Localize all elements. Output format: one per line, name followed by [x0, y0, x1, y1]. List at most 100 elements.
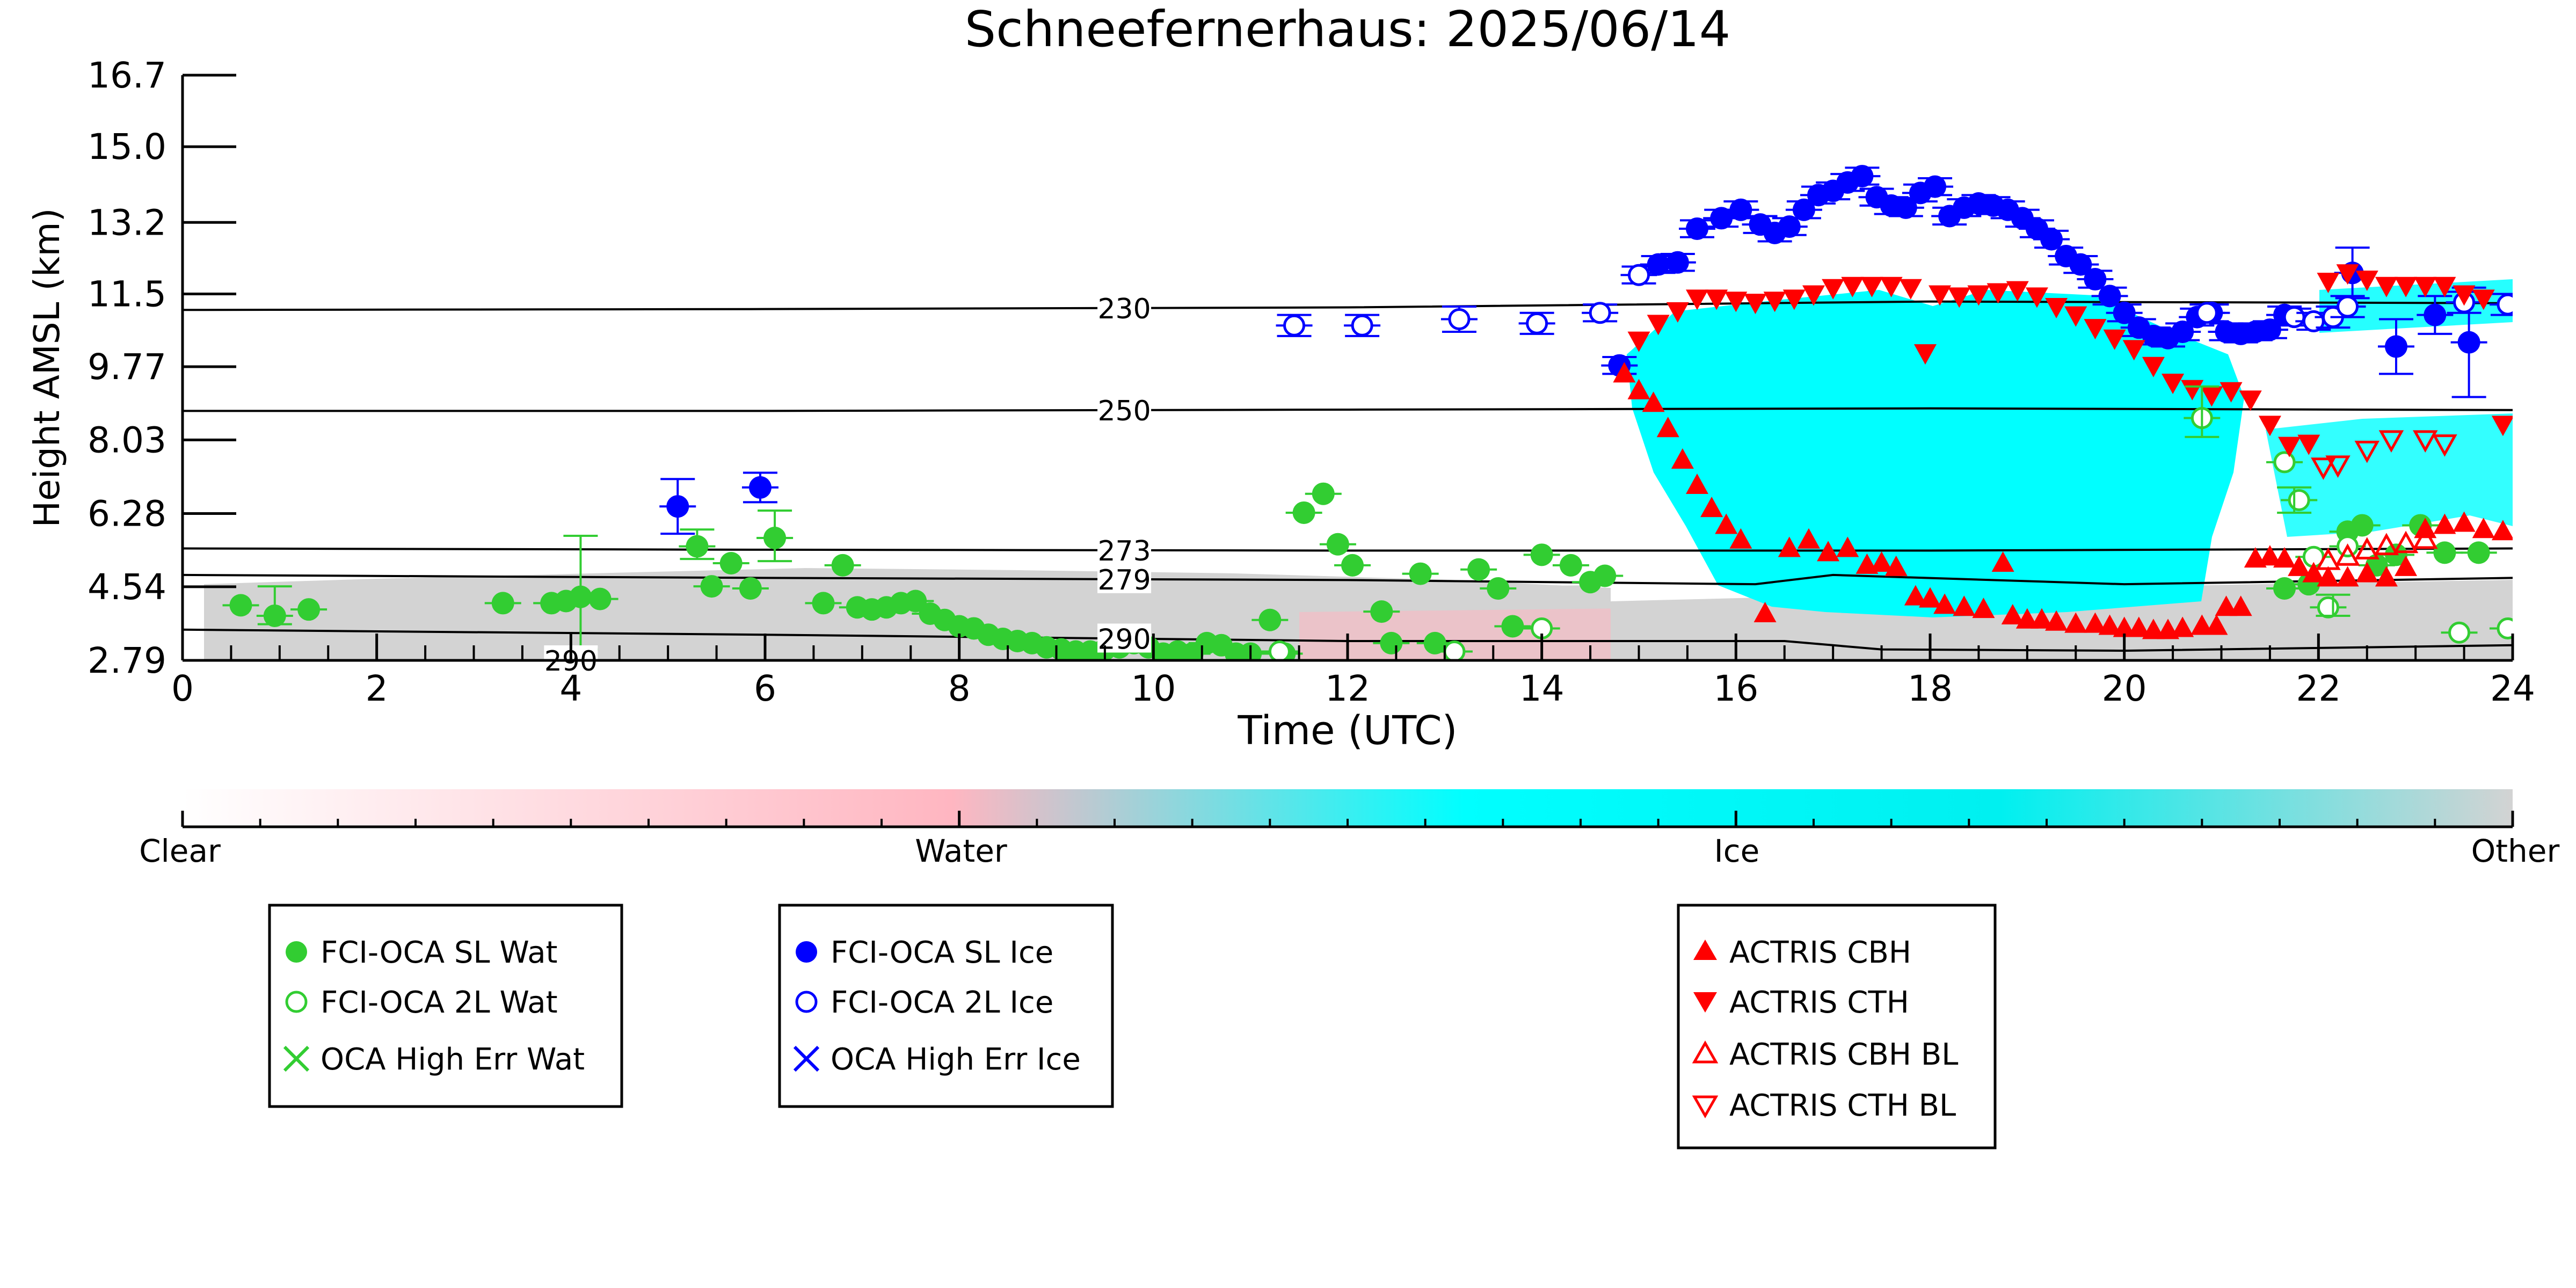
data-point — [1283, 314, 1306, 337]
legend-open-circle-icon — [285, 991, 308, 1013]
data-point — [812, 592, 835, 615]
data-point — [2412, 526, 2438, 549]
y-tick-label: 9.77 — [88, 346, 166, 388]
data-point — [2098, 285, 2121, 308]
data-point — [1836, 536, 1859, 557]
data-point — [2195, 302, 2218, 324]
data-point — [1919, 587, 1941, 608]
data-point — [1258, 608, 1282, 631]
data-point — [1647, 315, 1670, 336]
data-point — [1880, 276, 1903, 297]
x-tick-label: 24 — [2490, 668, 2535, 709]
data-point — [1933, 593, 1956, 614]
data-point — [1991, 551, 2014, 572]
data-point — [2283, 306, 2305, 329]
data-point — [2453, 285, 2476, 306]
data-point — [1593, 564, 1617, 587]
data-point — [2191, 614, 2214, 635]
data-point — [1913, 344, 1937, 365]
data-point — [2288, 489, 2310, 511]
data-point — [1870, 551, 1893, 572]
isotherm-label: 279 — [1097, 564, 1151, 596]
x-ticks: 0 2 4 6 8 10 12 14 16 18 20 22 24 — [171, 634, 2535, 709]
colorbar-ticks — [181, 811, 2514, 827]
legend-entry: FCI-OCA SL Wat — [321, 935, 558, 970]
data-point — [2113, 616, 2136, 637]
legend-filled-circle-icon — [286, 941, 307, 963]
data-point — [2015, 608, 2039, 629]
data-point — [2351, 514, 2374, 537]
y-tick-label: 6.28 — [88, 493, 166, 535]
x-tick-label: 0 — [171, 668, 194, 709]
data-point — [1729, 198, 1752, 221]
data-point — [2084, 612, 2107, 633]
legend-open-circle-icon — [795, 991, 818, 1013]
data-point — [2001, 603, 2024, 624]
data-point — [1884, 555, 1908, 576]
data-point — [1899, 279, 1922, 300]
data-point — [2467, 541, 2490, 564]
data-point — [2424, 303, 2447, 326]
data-point — [2181, 380, 2204, 401]
data-point — [2273, 577, 2296, 600]
data-point — [1744, 294, 1767, 315]
data-point — [1370, 600, 1393, 623]
data-point — [1967, 285, 1990, 306]
data-point — [2355, 562, 2378, 583]
legend-entry: FCI-OCA SL Ice — [831, 935, 1053, 970]
data-point — [1729, 528, 1752, 549]
data-point — [1627, 379, 1650, 399]
isotherm-label: 273 — [1097, 535, 1151, 567]
data-point — [1802, 285, 1825, 306]
data-point — [2497, 293, 2513, 316]
data-point — [2336, 264, 2359, 285]
data-point — [1986, 283, 2010, 304]
isotherm-label-bg — [1097, 623, 1152, 653]
colorbar-label-other: Other — [2471, 833, 2560, 869]
data-point — [1559, 554, 1582, 577]
y-tick-label: 13.2 — [88, 202, 166, 243]
data-point — [2355, 271, 2378, 292]
data-point — [1467, 558, 1490, 581]
data-point — [2432, 434, 2457, 457]
x-tick-label: 4 — [559, 668, 582, 709]
x-tick-label: 18 — [1908, 668, 1953, 709]
data-point — [1972, 598, 1995, 618]
isotherm-label-bg — [1097, 293, 1152, 322]
colorbar-label-water: Water — [915, 833, 1007, 869]
x-axis-label: Time (UTC) — [1237, 708, 1457, 754]
data-point — [1763, 292, 1786, 312]
data-point — [748, 476, 772, 499]
data-point — [2025, 287, 2048, 308]
data-point — [2491, 416, 2513, 436]
isotherm-label-bg — [1097, 395, 1152, 424]
data-point — [1686, 217, 1708, 241]
y-ticks: 2.79 4.54 6.28 8.03 9.77 11.5 13.2 15.0 16.7 — [88, 55, 236, 681]
data-point — [904, 590, 927, 613]
data-point — [1822, 279, 1845, 300]
isotherm-line — [183, 547, 2513, 552]
data-point — [1948, 287, 1971, 308]
data-point — [1851, 165, 1874, 188]
data-point — [2064, 612, 2087, 633]
isotherm-label: 230 — [1097, 293, 1151, 325]
data-point — [491, 592, 514, 615]
isotherm-label: 250 — [1097, 395, 1151, 427]
data-point — [2006, 281, 2029, 302]
data-point — [1526, 312, 1548, 334]
data-point — [2412, 430, 2438, 453]
legend-entry: OCA High Err Ice — [831, 1042, 1081, 1077]
data-point — [2457, 331, 2480, 354]
data-point — [2337, 295, 2359, 318]
data-point — [1443, 641, 1466, 660]
x-tick-label: 2 — [366, 668, 388, 709]
data-point — [2103, 329, 2126, 350]
x-tick-label: 12 — [1325, 668, 1370, 709]
colorbar-label-ice: Ice — [1714, 833, 1760, 869]
data-point — [2317, 596, 2339, 618]
data-point — [1312, 482, 1335, 505]
data-point — [739, 577, 762, 600]
data-point — [2375, 566, 2398, 587]
isotherm-label-bg — [1097, 535, 1152, 564]
data-point — [2393, 530, 2419, 554]
